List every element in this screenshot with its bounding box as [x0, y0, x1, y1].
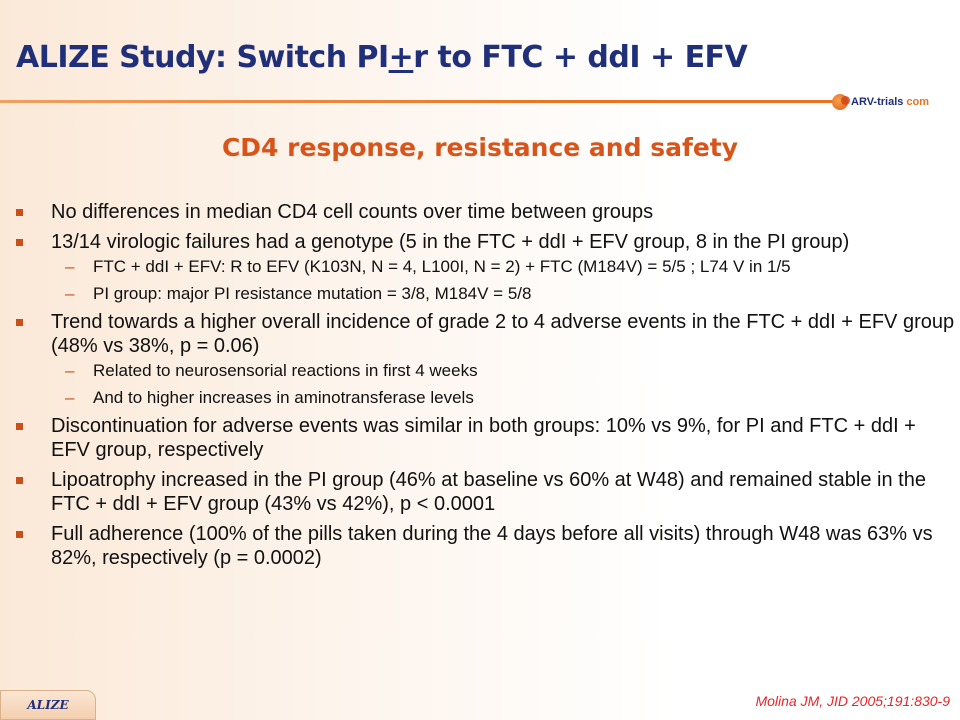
bullet-list: No differences in median CD4 cell counts… — [0, 200, 960, 576]
bullet-item: Lipoatrophy increased in the PI group (4… — [0, 468, 960, 516]
bullet-item: No differences in median CD4 cell counts… — [0, 200, 960, 224]
bullet-text: Full adherence (100% of the pills taken … — [51, 523, 933, 569]
bullet-item: Full adherence (100% of the pills taken … — [0, 522, 960, 570]
logo-suffix: com — [906, 96, 929, 108]
arv-trials-logo-icon — [832, 94, 850, 110]
reference-citation: Molina JM, JID 2005;191:830-9 — [755, 693, 950, 709]
slide-title: ALIZE Study: Switch PI+r to FTC + ddI + … — [16, 40, 748, 75]
bullet-text: 13/14 virologic failures had a genotype … — [51, 231, 850, 253]
square-bullet-icon — [16, 477, 23, 484]
bullet-text: No differences in median CD4 cell counts… — [51, 201, 654, 223]
sub-bullet-text: FTC + ddI + EFV: R to EFV (K103N, N = 4,… — [93, 257, 791, 276]
dash-bullet-icon: – — [65, 388, 75, 407]
dash-bullet-icon: – — [65, 361, 75, 380]
logo-text: ARV-trials — [851, 96, 904, 108]
bullet-item: 13/14 virologic failures had a genotype … — [0, 230, 960, 304]
sub-bullet-item: – FTC + ddI + EFV: R to EFV (K103N, N = 4… — [51, 256, 960, 277]
bullet-text: Discontinuation for adverse events was s… — [51, 415, 916, 461]
slide-subtitle: CD4 response, resistance and safety — [221, 133, 739, 162]
title-divider — [0, 100, 840, 103]
square-bullet-icon — [16, 319, 23, 326]
title-part-2: r to FTC + ddI + EFV — [413, 40, 748, 75]
sub-bullet-text: PI group: major PI resistance mutation =… — [93, 284, 532, 303]
sub-bullet-item: – And to higher increases in aminotransfe… — [51, 387, 960, 408]
bullet-text: Lipoatrophy increased in the PI group (4… — [51, 469, 926, 515]
bullet-item: Trend towards a higher overall incidence… — [0, 310, 960, 408]
sub-bullet-list: – Related to neurosensorial reactions in … — [51, 360, 960, 408]
title-part-1: ALIZE Study: Switch PI — [16, 40, 389, 75]
square-bullet-icon — [16, 531, 23, 538]
square-bullet-icon — [16, 239, 23, 246]
study-tag: ALIZE — [0, 690, 96, 720]
sub-bullet-text: And to higher increases in aminotransfer… — [93, 388, 474, 407]
square-bullet-icon — [16, 423, 23, 430]
dash-bullet-icon: – — [65, 284, 75, 303]
dash-bullet-icon: – — [65, 257, 75, 276]
title-plus-minus: + — [388, 40, 414, 75]
sub-bullet-item: – PI group: major PI resistance mutation … — [51, 283, 960, 304]
sub-bullet-list: – FTC + ddI + EFV: R to EFV (K103N, N = 4… — [51, 256, 960, 304]
sub-bullet-item: – Related to neurosensorial reactions in … — [51, 360, 960, 381]
arv-trials-logo: ARV-trials com — [832, 91, 929, 113]
square-bullet-icon — [16, 209, 23, 216]
bullet-text: Trend towards a higher overall incidence… — [51, 311, 955, 357]
sub-bullet-text: Related to neurosensorial reactions in f… — [93, 361, 478, 380]
bullet-item: Discontinuation for adverse events was s… — [0, 414, 960, 462]
